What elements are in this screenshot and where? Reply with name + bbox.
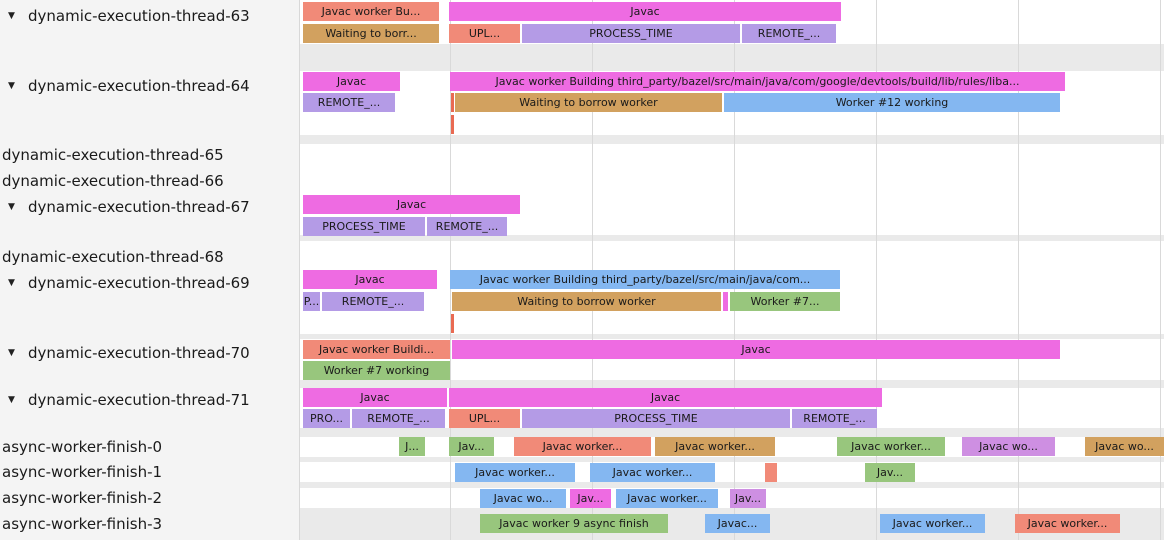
trace-event[interactable]: Javac wo... <box>480 489 566 508</box>
expand-arrow-icon[interactable]: ▼ <box>8 202 15 212</box>
trace-event[interactable]: UPL... <box>449 24 520 43</box>
track-label[interactable]: ▼ dynamic-execution-thread-71 <box>0 389 299 411</box>
trace-event[interactable]: Javac worker Building third_party/bazel/… <box>450 270 840 289</box>
trace-event[interactable]: Jav... <box>730 489 766 508</box>
trace-event[interactable]: Javac <box>303 388 447 407</box>
trace-event[interactable]: Jav... <box>865 463 915 482</box>
trace-event[interactable]: Javac <box>452 340 1060 359</box>
trace-event[interactable]: REMOTE_... <box>792 409 877 428</box>
trace-event[interactable]: Javac... <box>705 514 770 533</box>
trace-event[interactable]: REMOTE_... <box>303 93 395 112</box>
trace-event[interactable]: REMOTE_... <box>427 217 507 236</box>
track-label[interactable]: async-worker-finish-0 <box>0 436 299 458</box>
trace-event[interactable]: PRO... <box>303 409 350 428</box>
trace-event[interactable]: Javac <box>303 270 437 289</box>
track-name: dynamic-execution-thread-65 <box>2 146 224 164</box>
expand-arrow-icon[interactable]: ▼ <box>8 11 15 21</box>
trace-event[interactable]: Javac worker... <box>837 437 945 456</box>
track-name: async-worker-finish-2 <box>2 489 163 507</box>
track-name: dynamic-execution-thread-64 <box>28 77 250 95</box>
trace-event[interactable]: Javac wo... <box>962 437 1055 456</box>
trace-event[interactable]: Waiting to borrow worker <box>455 93 722 112</box>
trace-event[interactable]: Javac worker... <box>455 463 575 482</box>
trace-event[interactable]: Javac <box>303 195 520 214</box>
instant-event-tick[interactable] <box>723 292 728 311</box>
trace-event[interactable]: Javac worker... <box>880 514 985 533</box>
track-label[interactable]: dynamic-execution-thread-68 <box>0 246 299 268</box>
instant-event-tick[interactable] <box>451 115 454 134</box>
time-gridline <box>1018 0 1019 540</box>
track-name: dynamic-execution-thread-63 <box>28 7 250 25</box>
track-name: dynamic-execution-thread-71 <box>28 391 250 409</box>
track-label[interactable]: async-worker-finish-2 <box>0 487 299 509</box>
trace-event[interactable]: Javac worker... <box>616 489 718 508</box>
expand-arrow-icon[interactable]: ▼ <box>8 395 15 405</box>
trace-event[interactable]: Javac wo... <box>1085 437 1164 456</box>
trace-event[interactable]: Javac <box>449 388 882 407</box>
trace-event[interactable]: REMOTE_... <box>322 292 424 311</box>
expand-arrow-icon[interactable]: ▼ <box>8 348 15 358</box>
track-label[interactable]: async-worker-finish-1 <box>0 461 299 483</box>
instant-event-tick[interactable] <box>451 93 454 112</box>
time-gridline <box>1160 0 1161 540</box>
track-name: dynamic-execution-thread-70 <box>28 344 250 362</box>
trace-event[interactable]: Worker #7... <box>730 292 840 311</box>
track-label[interactable]: dynamic-execution-thread-66 <box>0 170 299 192</box>
track-name: async-worker-finish-1 <box>2 463 163 481</box>
trace-event[interactable]: Javac <box>303 72 400 91</box>
track-name: dynamic-execution-thread-68 <box>2 248 224 266</box>
trace-event[interactable]: Worker #7 working <box>303 361 450 380</box>
instant-event-tick[interactable] <box>765 463 777 482</box>
track-name: dynamic-execution-thread-69 <box>28 274 250 292</box>
expand-arrow-icon[interactable]: ▼ <box>8 278 15 288</box>
trace-event[interactable]: PROCESS_TIME <box>303 217 425 236</box>
trace-event[interactable]: Javac worker... <box>590 463 715 482</box>
time-gridline <box>876 0 877 540</box>
trace-event[interactable]: REMOTE_... <box>742 24 836 43</box>
row-band <box>300 462 1164 482</box>
track-label[interactable]: dynamic-execution-thread-65 <box>0 144 299 166</box>
trace-event[interactable]: Jav... <box>570 489 611 508</box>
trace-event[interactable]: P... <box>303 292 320 311</box>
track-name: async-worker-finish-3 <box>2 515 163 533</box>
track-name: dynamic-execution-thread-66 <box>2 172 224 190</box>
trace-event[interactable]: Javac worker Buildi... <box>303 340 450 359</box>
trace-event[interactable]: Javac worker... <box>655 437 775 456</box>
trace-event[interactable]: PROCESS_TIME <box>522 24 740 43</box>
track-name: dynamic-execution-thread-67 <box>28 198 250 216</box>
trace-event[interactable]: Waiting to borrow worker <box>452 292 721 311</box>
trace-event[interactable]: Javac worker Bu... <box>303 2 439 21</box>
trace-event[interactable]: REMOTE_... <box>352 409 445 428</box>
trace-event[interactable]: Javac worker 9 async finish <box>480 514 668 533</box>
trace-event[interactable]: J... <box>399 437 425 456</box>
track-name: async-worker-finish-0 <box>2 438 163 456</box>
trace-event[interactable]: Javac worker Building third_party/bazel/… <box>450 72 1065 91</box>
trace-event[interactable]: Javac worker... <box>1015 514 1120 533</box>
instant-event-tick[interactable] <box>451 314 454 333</box>
track-label[interactable]: ▼ dynamic-execution-thread-70 <box>0 342 299 364</box>
trace-event[interactable]: Worker #12 working <box>724 93 1060 112</box>
trace-event[interactable]: Jav... <box>449 437 494 456</box>
track-label[interactable]: ▼ dynamic-execution-thread-69 <box>0 272 299 294</box>
track-label[interactable]: ▼ dynamic-execution-thread-67 <box>0 196 299 218</box>
trace-event[interactable]: Javac <box>449 2 841 21</box>
trace-event[interactable]: Waiting to borr... <box>303 24 439 43</box>
trace-event[interactable]: Javac worker... <box>514 437 651 456</box>
track-label[interactable]: ▼ dynamic-execution-thread-64 <box>0 75 299 97</box>
trace-event[interactable]: PROCESS_TIME <box>522 409 790 428</box>
track-label-panel: ▼ dynamic-execution-thread-63 ▼ dynamic-exe… <box>0 0 300 540</box>
expand-arrow-icon[interactable]: ▼ <box>8 81 15 91</box>
track-label[interactable]: async-worker-finish-3 <box>0 513 299 535</box>
trace-event[interactable]: UPL... <box>449 409 520 428</box>
flame-chart-timeline[interactable]: Javac worker Bu... Javac Waiting to borr..… <box>300 0 1164 540</box>
track-label[interactable]: ▼ dynamic-execution-thread-63 <box>0 5 299 27</box>
